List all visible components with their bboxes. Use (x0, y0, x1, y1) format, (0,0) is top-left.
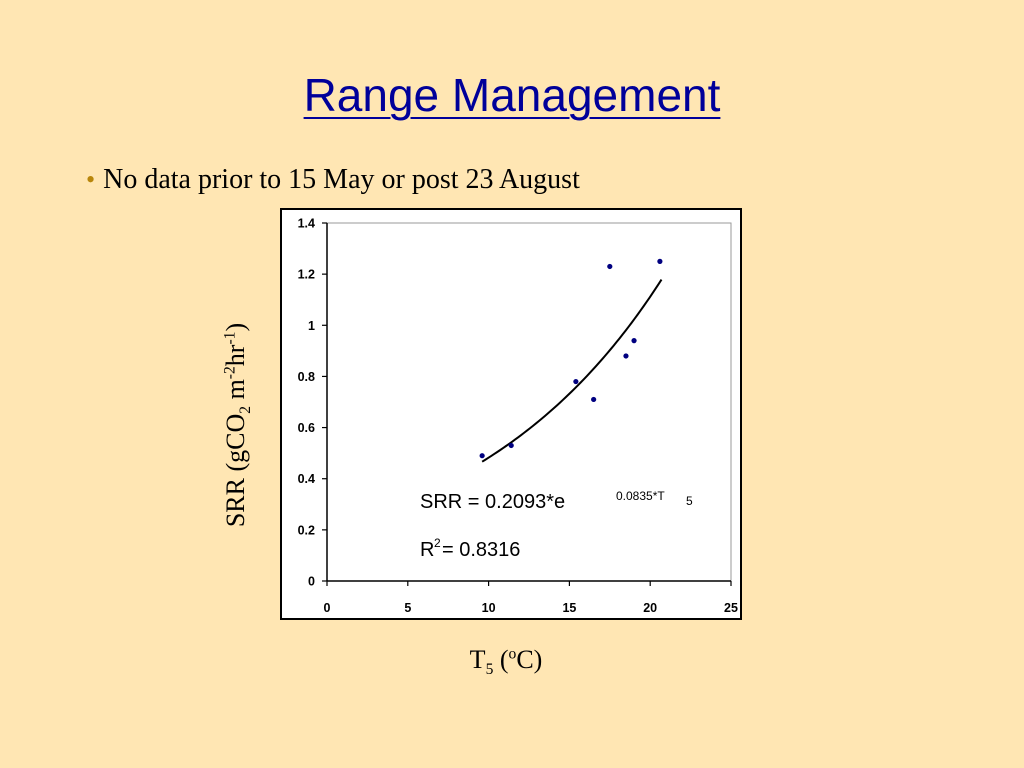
x-tick-label: 15 (562, 601, 576, 615)
y-axis-label: SRR (gCO2 m-2hr-1) (220, 322, 255, 528)
data-point (479, 453, 485, 459)
slide-title: Range Management (303, 69, 721, 121)
x-tick-label: 5 (404, 601, 411, 615)
equation-text: SRR = 0.2093*e (420, 491, 565, 513)
y-tick-label: 1.4 (298, 217, 315, 231)
data-point (508, 442, 514, 449)
x-tick-label: 25 (724, 601, 738, 615)
bullet-dot-icon: • (86, 165, 96, 194)
plot-frame (326, 222, 732, 582)
x-axis-label: T5 (oC) (469, 644, 543, 679)
x-tick-label: 20 (643, 601, 657, 615)
r-squared-label: R (420, 539, 434, 561)
data-point (607, 263, 613, 270)
y-tick-label: 1.2 (298, 268, 315, 282)
data-point (591, 396, 597, 403)
data-point (573, 378, 579, 385)
y-tick-label: 0.8 (298, 370, 315, 384)
y-tick-label: 0.4 (298, 472, 315, 486)
r-squared-value: = 0.8316 (442, 539, 520, 561)
chart-area: 0 0.2 0.4 0.6 0.8 1 1.2 1.4 0 5 10 15 20 25 SRR = 0.20… (280, 208, 742, 620)
data-point (657, 258, 663, 264)
equation-exponent: 0.0835*T (616, 489, 665, 503)
y-tick-label: 0.2 (298, 523, 315, 537)
r-squared-sup: 2 (434, 536, 441, 550)
data-point (623, 353, 629, 359)
x-tick-label: 0 (324, 601, 331, 615)
equation-exponent-sub: 5 (686, 494, 693, 508)
y-tick-label: 0.6 (298, 421, 315, 435)
data-point (631, 338, 637, 344)
bullet-item: • No data prior to 15 May or post 23 Augu… (86, 164, 580, 196)
bullet-text: No data prior to 15 May or post 23 Augus… (103, 164, 580, 195)
fit-curve (481, 279, 663, 463)
y-tick-label: 1 (308, 319, 315, 333)
y-tick-label: 0 (308, 575, 315, 589)
x-tick-label: 10 (482, 601, 496, 615)
